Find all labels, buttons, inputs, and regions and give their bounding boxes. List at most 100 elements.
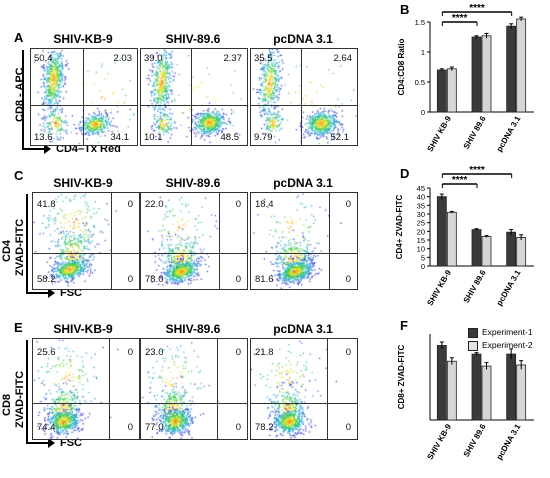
quadrant-ur: 0 xyxy=(127,199,133,210)
quadrant-ul: 25.6 xyxy=(37,347,56,358)
flow-plot-e-3: 21.8 0 78.2 0 xyxy=(250,338,358,440)
quadrant-lr: 0 xyxy=(345,422,351,433)
flow-e-title-1: SHIV-KB-9 xyxy=(53,322,113,336)
flow-e-title-3: pcDNA 3.1 xyxy=(273,322,333,336)
quadrant-ll: 78.2 xyxy=(255,422,274,433)
panel-letter-f: F xyxy=(400,318,408,333)
flow-plot-e-1: 25.6 0 74.4 0 xyxy=(32,338,140,440)
quadrant-ur: 2.03 xyxy=(113,53,133,64)
bar xyxy=(471,353,482,421)
bar xyxy=(436,69,447,113)
quadrant-lr: 0 xyxy=(345,274,351,285)
flow-e-y-axis-label-2: ZVAD-FITC xyxy=(14,370,26,428)
quadrant-ur: 2.64 xyxy=(333,53,353,64)
panel-letter-e: E xyxy=(14,320,23,335)
arrow-right-icon xyxy=(44,144,51,154)
flow-c-title-2: SHIV-89.6 xyxy=(165,176,221,190)
x-tick-label: SHIV KB-9 xyxy=(425,422,453,461)
quadrant-ur: 0 xyxy=(345,199,351,210)
quadrant-lr: 48.5 xyxy=(220,132,240,143)
flow-plot-e-2: 23.0 0 77.0 0 xyxy=(140,338,248,440)
y-axis-label: CD4:CD8 Ratio xyxy=(397,38,406,95)
x-tick-label: pcDNA 3.1 xyxy=(495,422,523,461)
bar xyxy=(471,229,482,267)
panel-letter-d: D xyxy=(400,166,410,181)
y-tick-label: 30 xyxy=(417,210,425,219)
quadrant-ul: 21.8 xyxy=(255,347,274,358)
significance-label: **** xyxy=(469,4,485,14)
y-tick-label: 5 xyxy=(421,253,425,262)
flow-e-y-axis-label-1: CD8 xyxy=(1,393,13,416)
quadrant-ul: 39.0 xyxy=(144,53,163,64)
arrow-right-icon xyxy=(48,288,55,298)
y-tick-label: 1 xyxy=(421,48,425,57)
y-tick-label: 45 xyxy=(417,184,425,193)
quadrant-ur: 0 xyxy=(235,199,241,210)
significance-label: **** xyxy=(469,166,485,176)
bar xyxy=(446,211,457,267)
flow-a-title-2: SHIV-89.6 xyxy=(165,32,221,46)
quadrant-ul: 23.0 xyxy=(145,347,164,358)
flow-c-title-1: SHIV-KB-9 xyxy=(53,176,113,190)
bar xyxy=(446,68,457,113)
bar xyxy=(506,25,517,113)
quadrant-lr: 0 xyxy=(127,274,133,285)
x-tick-label: SHIV KB-9 xyxy=(425,268,453,307)
y-tick-label: 10 xyxy=(417,245,425,254)
legend-item-experiment-2: Experiment-2 xyxy=(468,340,533,351)
quadrant-ll: 9.79 xyxy=(254,132,273,143)
x-tick-label: SHIV 89.6 xyxy=(462,268,488,305)
flow-e-y-arrow xyxy=(26,340,28,442)
quadrant-ll: 74.4 xyxy=(37,422,56,433)
quadrant-ll: 58.2 xyxy=(37,274,56,285)
flow-e-title-2: SHIV-89.6 xyxy=(165,322,221,336)
flow-c-title-3: pcDNA 3.1 xyxy=(273,176,333,190)
flow-c-y-axis-label-2: ZVAD-FITC xyxy=(14,218,26,276)
flow-e-x-arrow xyxy=(26,442,48,444)
flow-plot-a-2: 39.0 2.37 10.1 48.5 xyxy=(140,48,248,146)
panel-letter-b: B xyxy=(400,2,410,17)
legend-swatch xyxy=(468,327,478,338)
bar xyxy=(481,35,492,113)
y-tick-label: 35 xyxy=(417,201,425,210)
flow-c-x-arrow xyxy=(26,292,48,294)
arrow-right-icon xyxy=(48,438,55,448)
legend-item-experiment-1: Experiment-1 xyxy=(468,327,533,338)
panel-letter-c: C xyxy=(14,168,24,183)
quadrant-lr: 0 xyxy=(127,422,133,433)
y-tick-label: 40 xyxy=(417,193,425,202)
flow-plot-c-2: 22.0 0 78.0 0 xyxy=(140,192,248,290)
flow-a-title-1: SHIV-KB-9 xyxy=(53,32,113,46)
y-tick-label: 0.5 xyxy=(415,78,425,87)
y-tick-label: 1.5 xyxy=(415,18,425,27)
quadrant-ll: 13.6 xyxy=(34,132,53,143)
legend-label: Experiment-2 xyxy=(482,340,533,350)
y-axis-label: CD8+ ZVAD-FITC xyxy=(397,345,406,410)
flow-a-y-axis-label: CD8 - APC xyxy=(14,67,26,122)
quadrant-ur: 0 xyxy=(127,347,133,358)
quadrant-ul: 18.4 xyxy=(255,199,274,210)
panel-letter-a: A xyxy=(14,30,24,45)
x-tick-label: SHIV KB-9 xyxy=(425,114,453,153)
quadrant-ul: 35.5 xyxy=(254,53,273,64)
bar xyxy=(436,196,447,267)
quadrant-lr: 34.1 xyxy=(110,132,130,143)
quadrant-ul: 22.0 xyxy=(145,199,164,210)
quadrant-ul: 50.4 xyxy=(34,53,53,64)
x-tick-label: pcDNA 3.1 xyxy=(495,268,523,307)
x-tick-label: SHIV 89.6 xyxy=(462,422,488,459)
bar xyxy=(516,18,527,113)
bar xyxy=(506,231,517,267)
bar xyxy=(481,236,492,267)
quadrant-ll: 10.1 xyxy=(144,132,163,143)
x-tick-label: SHIV 89.6 xyxy=(462,114,488,151)
flow-a-x-axis-label: CD4–Tx Red xyxy=(56,143,121,155)
bar xyxy=(436,345,447,421)
bar xyxy=(481,365,492,421)
y-tick-label: 0 xyxy=(421,262,425,271)
quadrant-lr: 0 xyxy=(235,274,241,285)
bar xyxy=(516,237,527,267)
quadrant-ll: 81.6 xyxy=(255,274,274,285)
y-tick-label: 0 xyxy=(421,108,425,117)
